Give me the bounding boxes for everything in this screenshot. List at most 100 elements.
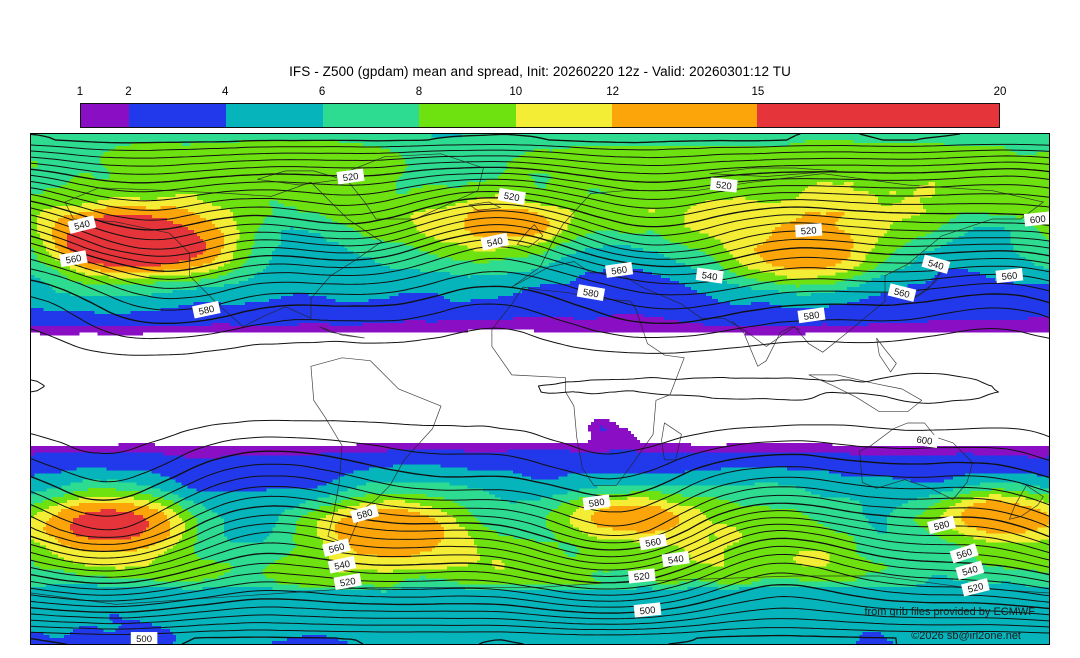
colorbar-segment-3: [322, 104, 420, 127]
svg-text:540: 540: [333, 559, 351, 573]
page-title: IFS - Z500 (gpdam) mean and spread, Init…: [289, 64, 791, 79]
coastline: [31, 575, 1049, 605]
svg-text:520: 520: [967, 581, 985, 595]
coastline: [876, 337, 897, 373]
colorbar-segment-1: [129, 104, 226, 127]
svg-text:600: 600: [1029, 214, 1046, 227]
svg-text:560: 560: [893, 286, 911, 300]
contour-label: 520: [961, 578, 990, 597]
colorbar-tick-8: 8: [415, 86, 423, 98]
z500-contour-500: [31, 134, 961, 644]
svg-text:540: 540: [486, 236, 504, 250]
contour-label: 560: [995, 268, 1024, 284]
spread-band: [31, 134, 1049, 644]
contour-label: 540: [695, 267, 724, 284]
z500-contour-552: [31, 217, 1049, 566]
colorbar-gradient: [80, 103, 1000, 128]
coastline: [468, 201, 502, 211]
spread-shading-layer: [31, 134, 1049, 644]
colorbar-tick-20: 20: [993, 86, 1007, 98]
colorbar-tick-4: 4: [222, 86, 229, 98]
spread-band: [31, 269, 1049, 644]
coastline: [319, 326, 365, 339]
svg-text:600: 600: [916, 435, 933, 448]
colorbar-tick-15: 15: [751, 86, 765, 98]
colorbar-segment-6: [612, 104, 758, 127]
spread-band: [67, 215, 207, 540]
contour-label: 520: [336, 168, 365, 185]
contour-label: 580: [927, 515, 956, 535]
z500-contour-512: [31, 155, 1049, 625]
coastline: [661, 422, 682, 461]
map-panel[interactable]: 520 520 520 520 540 540 540 540 560 560 560 560 580 5…: [30, 133, 1050, 645]
contour-label: 600: [910, 431, 939, 448]
svg-text:580: 580: [198, 304, 216, 318]
coastline: [732, 320, 801, 367]
svg-text:520: 520: [342, 171, 359, 184]
contour-label: 580: [582, 494, 611, 511]
z500-contour-540: [31, 197, 1049, 585]
z500-contour-508: [31, 149, 1049, 631]
geopotential-contour-layer: [31, 134, 1049, 644]
svg-text:560: 560: [955, 547, 973, 562]
spread-contour-map: 520 520 520 520 540 540 540 540 560 560 560 560 580 5…: [31, 134, 1049, 644]
contour-label: 500: [633, 602, 662, 618]
colorbar-tick-labels: 1 2 4 6 8 10 12 15 20: [76, 83, 1007, 101]
svg-text:500: 500: [136, 634, 152, 644]
svg-text:520: 520: [715, 180, 732, 193]
svg-text:520: 520: [800, 225, 817, 237]
colorbar-tick-2: 2: [125, 86, 132, 98]
svg-text:580: 580: [588, 497, 605, 510]
z500-contour-532: [31, 184, 1049, 596]
contour-label: 560: [321, 538, 351, 557]
svg-text:560: 560: [65, 253, 82, 267]
contour-label: 580: [192, 300, 221, 319]
colorbar-segment-5: [515, 104, 613, 127]
contour-label: 540: [921, 254, 951, 274]
svg-text:500: 500: [639, 605, 656, 618]
copyright-credit: ©2026 sb@irl2one.net: [911, 630, 1021, 642]
colorbar-tick-1: 1: [76, 86, 84, 98]
z500-contour-580: [31, 279, 1049, 501]
z500-contour-536: [31, 190, 1049, 590]
svg-text:540: 540: [961, 564, 979, 579]
svg-text:520: 520: [503, 191, 520, 205]
z500-contour-588: [31, 327, 1049, 455]
svg-text:560: 560: [1001, 270, 1018, 283]
contour-label: 540: [661, 550, 690, 567]
contour-label: 580: [350, 504, 380, 524]
z500-contour-584: [31, 296, 1049, 483]
svg-text:580: 580: [933, 519, 951, 533]
svg-text:520: 520: [339, 576, 356, 590]
colorbar-segment-4: [419, 104, 516, 127]
svg-text:560: 560: [611, 265, 628, 278]
contour-label: 560: [887, 283, 917, 302]
spread-band: [31, 134, 1049, 594]
colorbar-segment-7: [757, 104, 999, 127]
contour-label: 580: [797, 307, 826, 324]
z500-contour-544: [31, 203, 1049, 578]
colorbar-segment-0: [81, 104, 130, 127]
contour-label: 540: [67, 215, 97, 234]
coastline: [64, 181, 383, 328]
contour-label: 520: [333, 573, 362, 591]
svg-text:540: 540: [667, 554, 684, 567]
contour-label: 540: [327, 555, 357, 574]
contour-label: 540: [955, 560, 985, 580]
coastline: [341, 153, 484, 220]
contour-label: 520: [497, 187, 526, 205]
svg-text:560: 560: [645, 536, 662, 550]
coastline: [709, 167, 837, 177]
z500-contour-516: [31, 160, 1049, 620]
z500-contour-524: [31, 172, 1049, 608]
colorbar-tick-10: 10: [509, 86, 523, 98]
z500-contour-572: [31, 257, 1049, 531]
svg-text:520: 520: [633, 571, 650, 584]
svg-text:560: 560: [328, 541, 346, 555]
z500-contour-592: [31, 372, 999, 404]
svg-text:540: 540: [926, 258, 944, 273]
contour-label: 560: [59, 250, 88, 268]
contour-label: 520: [627, 568, 656, 584]
colorbar-segment-2: [225, 104, 323, 127]
